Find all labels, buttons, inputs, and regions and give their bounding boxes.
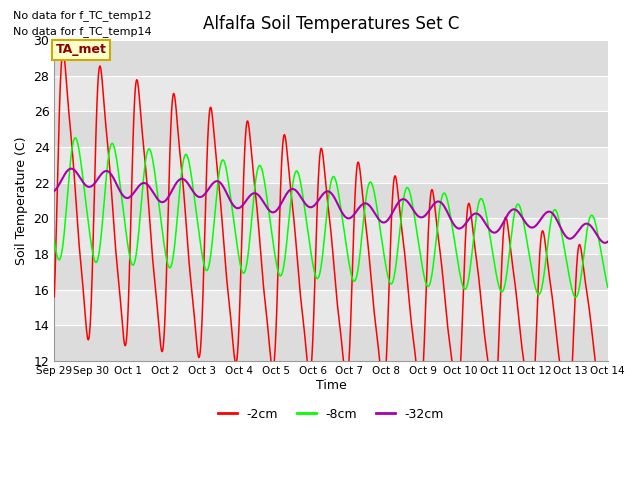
Bar	[54, 254, 608, 290]
Bar	[54, 183, 608, 218]
Title: Alfalfa Soil Temperatures Set C: Alfalfa Soil Temperatures Set C	[203, 15, 459, 33]
Text: No data for f_TC_temp12: No data for f_TC_temp12	[13, 10, 152, 21]
Bar	[54, 76, 608, 111]
Bar	[54, 147, 608, 183]
X-axis label: Time: Time	[316, 379, 346, 392]
Bar	[54, 40, 608, 76]
Bar	[54, 218, 608, 254]
Bar	[54, 111, 608, 147]
Text: TA_met: TA_met	[56, 43, 106, 56]
Text: No data for f_TC_temp14: No data for f_TC_temp14	[13, 26, 152, 37]
Legend: -2cm, -8cm, -32cm: -2cm, -8cm, -32cm	[213, 403, 449, 425]
Bar	[54, 290, 608, 325]
Y-axis label: Soil Temperature (C): Soil Temperature (C)	[15, 136, 28, 265]
Bar	[54, 325, 608, 361]
